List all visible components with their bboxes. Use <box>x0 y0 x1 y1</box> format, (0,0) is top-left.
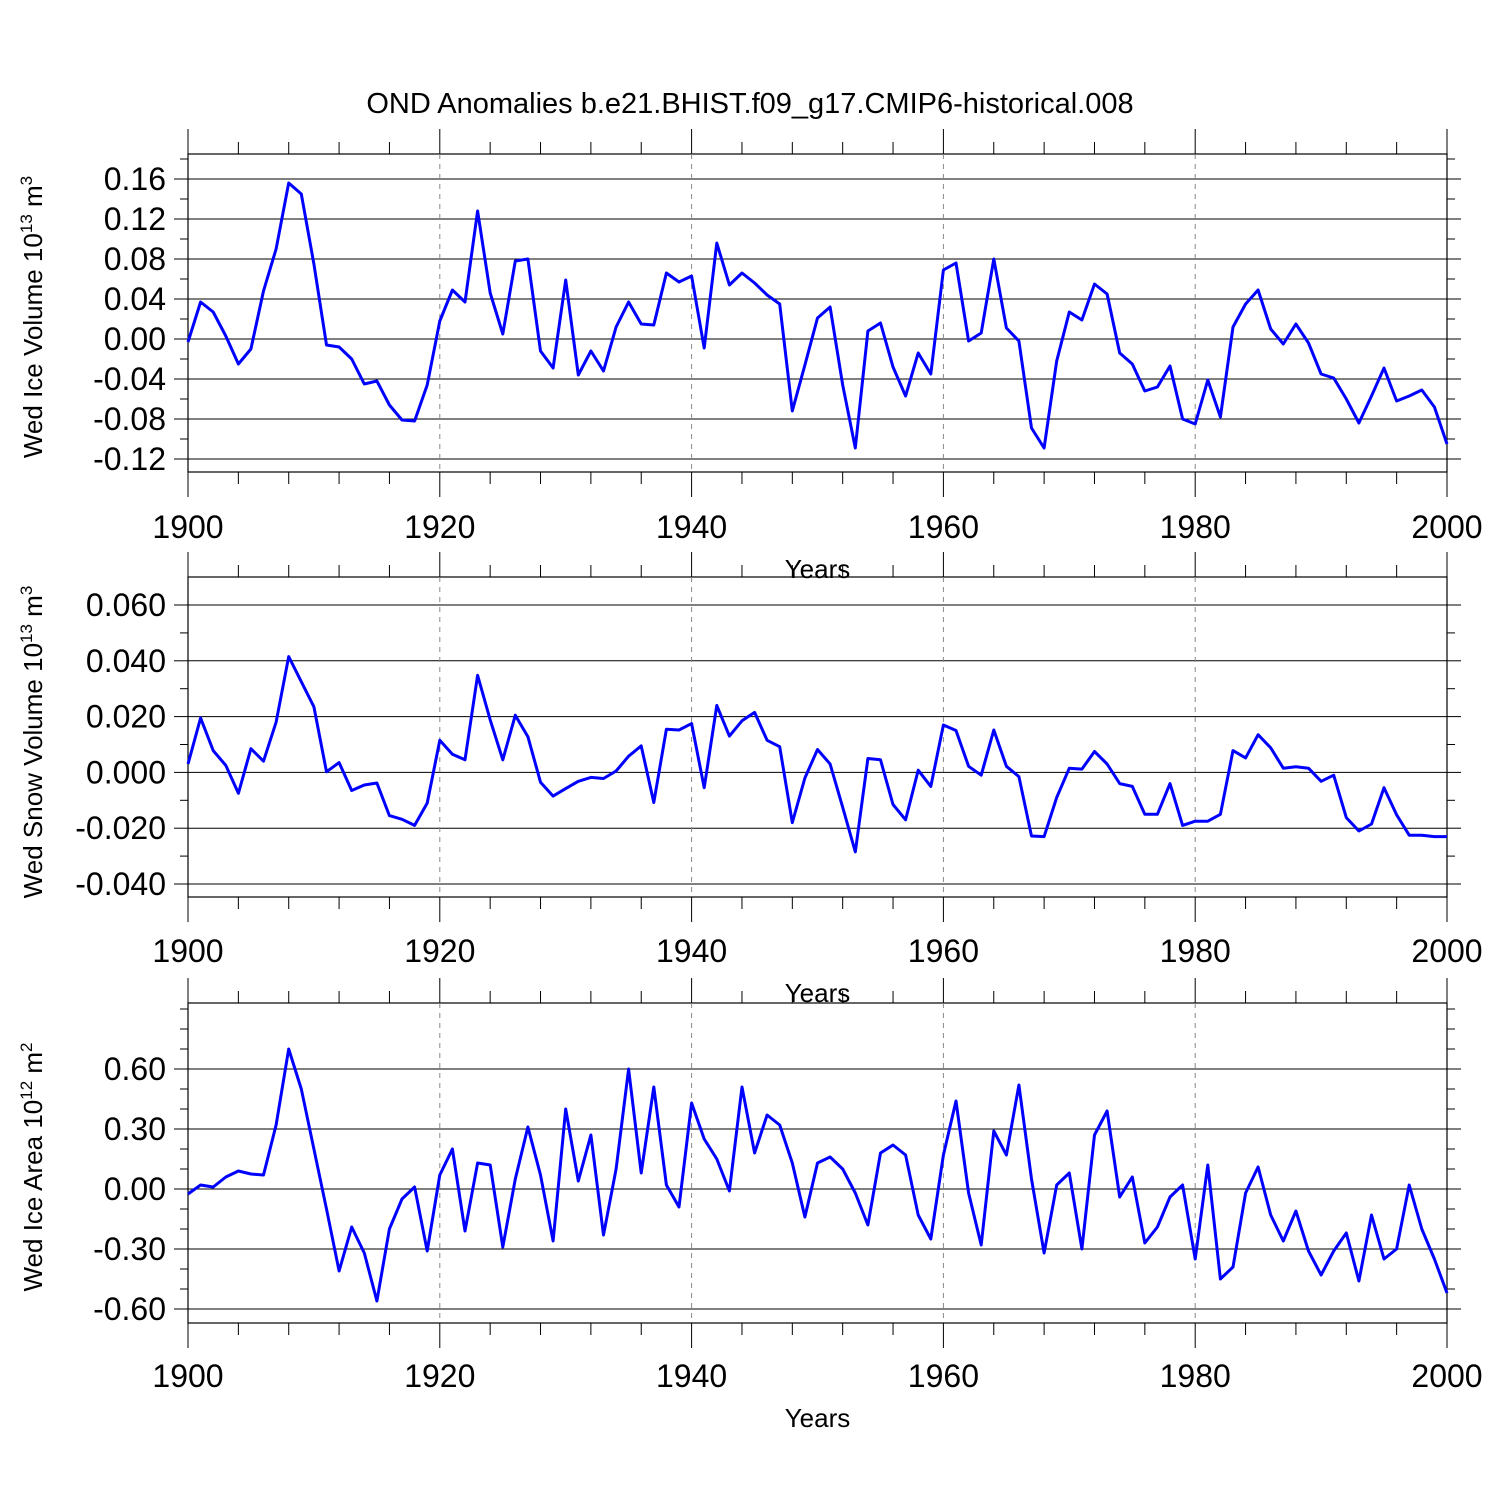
x-tick-label: 1920 <box>404 1358 475 1394</box>
y-tick-label: 0.08 <box>104 241 166 277</box>
x-tick-label: 2000 <box>1411 509 1482 545</box>
x-tick-label: 2000 <box>1411 933 1482 969</box>
x-tick-label: 1900 <box>152 509 223 545</box>
y-tick-label: 0.30 <box>104 1111 166 1147</box>
x-tick-label: 1980 <box>1160 509 1231 545</box>
y-tick-label: 0.60 <box>104 1051 166 1087</box>
y-tick-label: 0.00 <box>104 1171 166 1207</box>
series-line <box>186 181 1449 450</box>
x-tick-label: 1960 <box>908 933 979 969</box>
x-axis-label: Years <box>785 1403 851 1433</box>
plot-frame <box>187 576 1448 898</box>
y-tick-label: 0.000 <box>86 754 166 790</box>
x-axis-label: Years <box>785 554 851 584</box>
y-tick-label: -0.12 <box>93 441 166 477</box>
series-line <box>186 655 1447 854</box>
y-tick-label: -0.08 <box>93 401 166 437</box>
x-tick-label: 1920 <box>404 933 475 969</box>
panel-2: 1900 1920 1940 1960 1980 2000 0.060 0.040 0.020 0… <box>17 552 1483 1008</box>
y-tick-label: 0.12 <box>104 201 166 237</box>
y-axis-label: Wed Snow Volume 1013 m3 <box>17 586 48 899</box>
panel-3: 1900 1920 1940 1960 1980 2000 0.60 0.30 0.00 -0.3… <box>17 978 1483 1433</box>
x-tick-label: 1940 <box>656 933 727 969</box>
y-tick-label: 0.040 <box>86 643 166 679</box>
x-tick-label: 2000 <box>1411 1358 1482 1394</box>
x-tick-label: 1940 <box>656 509 727 545</box>
x-tick-label: 1960 <box>908 509 979 545</box>
y-tick-label: 0.04 <box>104 281 166 317</box>
x-tick-label: 1900 <box>152 933 223 969</box>
y-axis-label: Wed Ice Area 1012 m2 <box>17 1042 48 1291</box>
series-line <box>187 1047 1449 1303</box>
plot-frame <box>187 1002 1448 1324</box>
y-axis-label: Wed Ice Volume 1013 m3 <box>17 176 48 458</box>
panel-1: 1900 1920 1940 1960 1980 2000 0.16 0.12 0.08 0.04… <box>17 129 1483 584</box>
y-tick-label: -0.30 <box>93 1231 166 1267</box>
y-tick-label: 0.16 <box>104 161 166 197</box>
y-tick-label: -0.040 <box>75 866 166 902</box>
x-tick-label: 1980 <box>1160 1358 1231 1394</box>
y-tick-label: 0.060 <box>86 587 166 623</box>
chart-title: OND Anomalies b.e21.BHIST.f09_g17.CMIP6-… <box>366 88 1134 120</box>
x-tick-label: 1940 <box>656 1358 727 1394</box>
y-tick-label: -0.60 <box>93 1291 166 1327</box>
plot-frame <box>187 153 1448 473</box>
y-tick-label: -0.04 <box>93 361 166 397</box>
y-tick-label: 0.020 <box>86 699 166 735</box>
x-tick-label: 1960 <box>908 1358 979 1394</box>
x-tick-label: 1900 <box>152 1358 223 1394</box>
x-tick-label: 1920 <box>404 509 475 545</box>
x-tick-label: 1980 <box>1160 933 1231 969</box>
y-tick-label: 0.00 <box>104 321 166 357</box>
y-tick-label: -0.020 <box>75 810 166 846</box>
